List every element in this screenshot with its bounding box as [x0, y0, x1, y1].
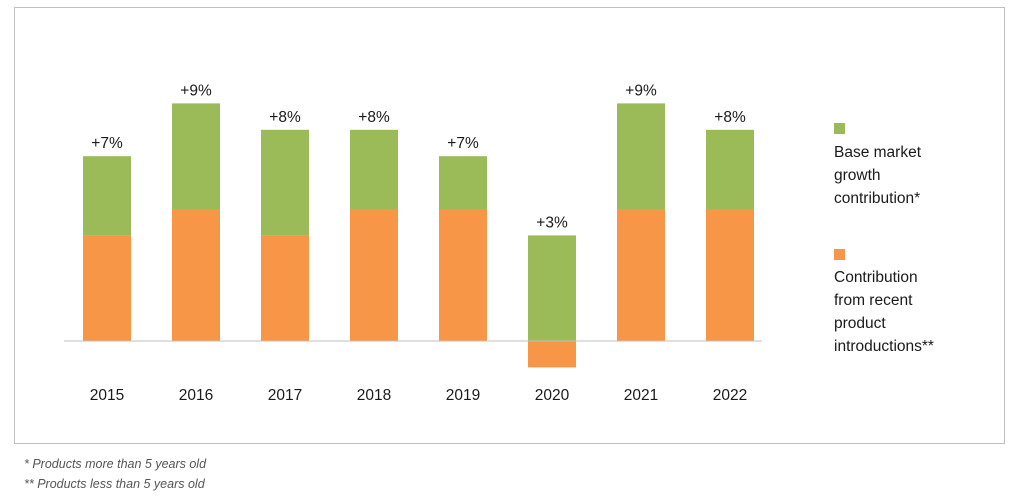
category-label-2015: 2015 [90, 387, 124, 404]
bar-base-market-2022 [706, 129, 754, 209]
bar-recent-products-2015 [83, 235, 131, 341]
bar-recent-products-2016 [172, 209, 220, 341]
category-label-2021: 2021 [624, 387, 658, 404]
bar-base-market-2018 [350, 129, 398, 209]
footnote-older-products: * Products more than 5 years old [24, 457, 207, 471]
category-label-2017: 2017 [268, 387, 302, 404]
total-label-2020: +3% [536, 214, 568, 231]
footnote-newer-products: ** Products less than 5 years old [24, 477, 205, 491]
total-label-2015: +7% [91, 135, 123, 152]
total-label-2017: +8% [269, 109, 301, 126]
legend-label-base-market: Base market growth contribution* [834, 144, 922, 207]
bar-recent-products-2017 [261, 235, 309, 341]
bar-recent-products-2022 [706, 209, 754, 341]
bar-base-market-2017 [261, 129, 309, 236]
total-label-2016: +9% [180, 82, 212, 99]
bar-recent-products-2021 [617, 209, 665, 341]
bar-base-market-2019 [439, 156, 487, 209]
category-label-2018: 2018 [357, 387, 391, 404]
chart-frame [14, 7, 1005, 444]
bar-base-market-2021 [617, 103, 665, 209]
total-label-2018: +8% [358, 109, 390, 126]
category-label-2019: 2019 [446, 387, 480, 404]
bar-recent-products-2019 [439, 209, 487, 341]
bar-base-market-2016 [172, 103, 220, 209]
legend-swatch-recent-products [834, 249, 845, 260]
bar-recent-products-2020 [528, 341, 576, 368]
category-label-2022: 2022 [713, 387, 747, 404]
legend-label-recent-products: Contribution from recent product introdu… [834, 269, 934, 355]
bar-base-market-2015 [83, 156, 131, 236]
total-label-2021: +9% [625, 82, 657, 99]
bar-recent-products-2018 [350, 209, 398, 341]
legend-swatch-base-market [834, 123, 845, 134]
bar-base-market-2020 [528, 235, 576, 341]
total-label-2022: +8% [714, 109, 746, 126]
category-label-2016: 2016 [179, 387, 213, 404]
category-label-2020: 2020 [535, 387, 570, 404]
total-label-2019: +7% [447, 135, 479, 152]
